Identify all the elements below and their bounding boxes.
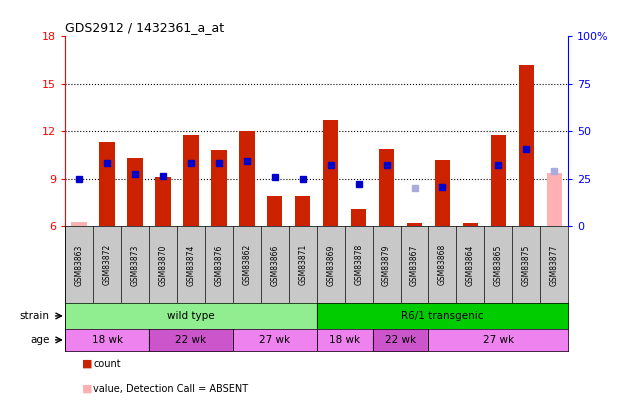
Bar <box>267 196 283 226</box>
Text: R6/1 transgenic: R6/1 transgenic <box>401 311 484 321</box>
Text: 27 wk: 27 wk <box>483 335 514 345</box>
Text: 27 wk: 27 wk <box>259 335 291 345</box>
Text: 18 wk: 18 wk <box>329 335 360 345</box>
Bar <box>407 223 422 226</box>
Text: ■: ■ <box>82 384 93 394</box>
Text: GSM83870: GSM83870 <box>158 244 168 286</box>
Text: GSM83864: GSM83864 <box>466 244 475 286</box>
Text: GSM83866: GSM83866 <box>270 244 279 286</box>
Bar <box>155 177 171 226</box>
Bar <box>435 160 450 226</box>
Text: GSM83869: GSM83869 <box>326 244 335 286</box>
Text: wild type: wild type <box>167 311 215 321</box>
Text: 18 wk: 18 wk <box>91 335 123 345</box>
Text: strain: strain <box>20 311 50 321</box>
Text: GSM83872: GSM83872 <box>102 244 112 286</box>
Text: GSM83871: GSM83871 <box>298 244 307 286</box>
Text: GSM83865: GSM83865 <box>494 244 503 286</box>
Bar <box>463 223 478 226</box>
Bar <box>99 143 115 226</box>
Text: value, Detection Call = ABSENT: value, Detection Call = ABSENT <box>93 384 248 394</box>
Bar <box>127 158 143 226</box>
Bar <box>295 196 310 226</box>
Bar <box>519 65 534 226</box>
Text: GSM83873: GSM83873 <box>130 244 140 286</box>
Text: GSM83874: GSM83874 <box>186 244 196 286</box>
Bar <box>211 150 227 226</box>
Text: 22 wk: 22 wk <box>175 335 207 345</box>
Bar <box>323 120 338 226</box>
Text: GDS2912 / 1432361_a_at: GDS2912 / 1432361_a_at <box>65 21 224 34</box>
Bar <box>491 134 506 226</box>
Text: GSM83878: GSM83878 <box>354 244 363 286</box>
Text: ■: ■ <box>82 359 93 369</box>
Bar <box>183 134 199 226</box>
Text: GSM83876: GSM83876 <box>214 244 224 286</box>
Text: 22 wk: 22 wk <box>385 335 416 345</box>
Bar <box>546 173 562 226</box>
Text: GSM83879: GSM83879 <box>382 244 391 286</box>
Text: count: count <box>93 359 120 369</box>
Bar <box>351 209 366 226</box>
Text: GSM83862: GSM83862 <box>242 244 252 286</box>
Text: age: age <box>30 335 50 345</box>
Text: GSM83868: GSM83868 <box>438 244 447 286</box>
Bar <box>379 149 394 226</box>
Bar <box>239 131 255 226</box>
Text: GSM83877: GSM83877 <box>550 244 559 286</box>
Bar <box>71 222 87 226</box>
Text: GSM83875: GSM83875 <box>522 244 531 286</box>
Text: GSM83867: GSM83867 <box>410 244 419 286</box>
Text: GSM83863: GSM83863 <box>75 244 84 286</box>
